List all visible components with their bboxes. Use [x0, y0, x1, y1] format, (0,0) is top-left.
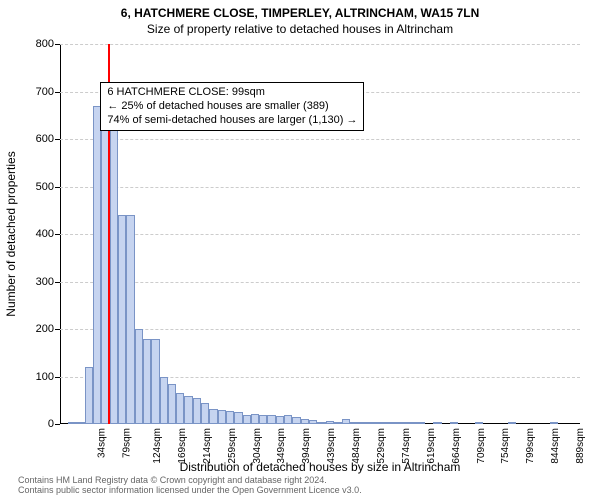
x-tick-label: 214sqm: [202, 428, 213, 464]
histogram-bar: [350, 422, 358, 424]
x-tick-label: 709sqm: [476, 428, 487, 464]
plot-area: 010020030040050060070080034sqm79sqm124sq…: [60, 44, 580, 424]
info-box-line: ← 25% of detached houses are smaller (38…: [107, 100, 357, 114]
histogram-bar: [226, 411, 234, 424]
y-tick-label: 100: [36, 371, 60, 383]
y-axis-label: Number of detached properties: [4, 44, 18, 424]
histogram-bar: [276, 416, 284, 424]
histogram-bar: [267, 415, 275, 425]
y-tick-label: 700: [36, 86, 60, 98]
histogram-bar: [384, 422, 392, 424]
histogram-bar: [259, 415, 267, 424]
x-axis-label: Distribution of detached houses by size …: [60, 460, 580, 474]
histogram-bar: [151, 339, 159, 425]
histogram-bar: [508, 422, 516, 424]
histogram-bar: [433, 422, 441, 424]
histogram-bar: [367, 422, 375, 424]
histogram-bar: [143, 339, 151, 425]
histogram-bar: [193, 398, 201, 424]
histogram-bar: [317, 422, 325, 424]
y-tick-label: 200: [36, 323, 60, 335]
histogram-bar: [359, 422, 367, 424]
histogram-bar: [450, 422, 458, 424]
histogram-bar: [392, 422, 400, 424]
y-tick-label: 400: [36, 228, 60, 240]
histogram-bar: [85, 367, 93, 424]
histogram-bar: [201, 403, 209, 424]
histogram-bar: [168, 384, 176, 424]
x-tick-label: 79sqm: [122, 428, 133, 458]
x-tick-label: 889sqm: [575, 428, 586, 464]
grid-line: [60, 44, 580, 45]
x-tick-label: 619sqm: [426, 428, 437, 464]
histogram-bar: [218, 410, 226, 424]
histogram-bar: [243, 415, 251, 425]
info-box: 6 HATCHMERE CLOSE: 99sqm← 25% of detache…: [100, 82, 364, 131]
y-tick-label: 600: [36, 133, 60, 145]
x-tick-label: 304sqm: [252, 428, 263, 464]
x-tick-label: 349sqm: [277, 428, 288, 464]
x-tick-label: 529sqm: [376, 428, 387, 464]
y-tick-label: 500: [36, 181, 60, 193]
histogram-bar: [68, 422, 76, 424]
info-box-line: 6 HATCHMERE CLOSE: 99sqm: [107, 86, 357, 100]
copyright-notice: Contains HM Land Registry data © Crown c…: [18, 476, 362, 496]
histogram-bar: [334, 422, 342, 424]
chart-container: 6, HATCHMERE CLOSE, TIMPERLEY, ALTRINCHA…: [0, 0, 600, 500]
grid-line: [60, 234, 580, 235]
histogram-bar: [375, 422, 383, 424]
x-tick-label: 124sqm: [152, 428, 163, 464]
histogram-bar: [284, 415, 292, 424]
histogram-bar: [118, 215, 126, 424]
histogram-bar: [400, 422, 408, 424]
histogram-bar: [77, 422, 85, 424]
histogram-bar: [135, 329, 143, 424]
x-tick-label: 34sqm: [97, 428, 108, 458]
histogram-bar: [292, 417, 300, 424]
histogram-bar: [309, 420, 317, 424]
histogram-bar: [326, 421, 334, 424]
x-tick-label: 259sqm: [227, 428, 238, 464]
grid-line: [60, 187, 580, 188]
x-tick-label: 844sqm: [550, 428, 561, 464]
x-tick-label: 439sqm: [326, 428, 337, 464]
histogram-bar: [301, 419, 309, 424]
histogram-bar: [110, 106, 118, 424]
histogram-bar: [160, 377, 168, 425]
copyright-line-2: Contains public sector information licen…: [18, 486, 362, 496]
histogram-bar: [550, 422, 558, 424]
histogram-bar: [93, 106, 101, 424]
histogram-bar: [417, 422, 425, 424]
histogram-bar: [234, 412, 242, 424]
histogram-bar: [184, 396, 192, 425]
histogram-bar: [176, 393, 184, 424]
y-tick-label: 800: [36, 38, 60, 50]
x-tick-label: 484sqm: [351, 428, 362, 464]
x-tick-label: 799sqm: [525, 428, 536, 464]
y-tick-label: 0: [48, 418, 60, 430]
grid-line: [60, 139, 580, 140]
y-tick-label: 300: [36, 276, 60, 288]
x-tick-label: 574sqm: [401, 428, 412, 464]
chart-title-subtitle: Size of property relative to detached ho…: [0, 20, 600, 36]
grid-line: [60, 282, 580, 283]
x-tick-label: 664sqm: [451, 428, 462, 464]
histogram-bar: [251, 414, 259, 424]
histogram-bar: [342, 419, 350, 424]
x-tick-label: 394sqm: [301, 428, 312, 464]
x-tick-label: 169sqm: [177, 428, 188, 464]
x-tick-label: 754sqm: [501, 428, 512, 464]
chart-title-address: 6, HATCHMERE CLOSE, TIMPERLEY, ALTRINCHA…: [0, 0, 600, 20]
histogram-bar: [475, 422, 483, 424]
histogram-bar: [209, 409, 217, 424]
info-box-line: 74% of semi-detached houses are larger (…: [107, 114, 357, 128]
histogram-bar: [409, 422, 417, 424]
histogram-bar: [126, 215, 134, 424]
